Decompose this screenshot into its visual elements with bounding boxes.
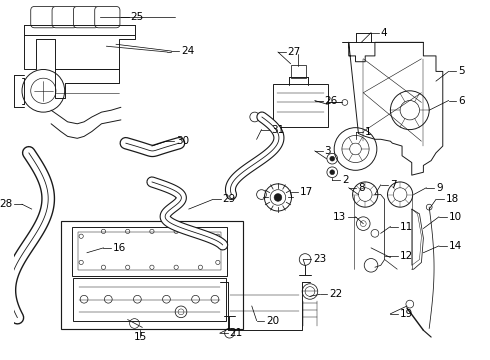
Text: 28: 28: [0, 199, 12, 209]
Text: 23: 23: [313, 255, 326, 265]
FancyBboxPatch shape: [273, 84, 328, 127]
Text: 27: 27: [288, 47, 301, 57]
Text: 15: 15: [134, 332, 147, 342]
FancyBboxPatch shape: [52, 6, 77, 28]
Text: 16: 16: [113, 243, 126, 253]
Text: 9: 9: [436, 183, 442, 193]
Text: 31: 31: [271, 125, 284, 135]
Text: 2: 2: [342, 175, 348, 185]
FancyBboxPatch shape: [73, 226, 226, 276]
Text: 3: 3: [324, 146, 331, 156]
Text: 17: 17: [300, 186, 314, 197]
Circle shape: [330, 156, 335, 161]
FancyBboxPatch shape: [31, 6, 56, 28]
Text: 6: 6: [458, 95, 465, 105]
Text: 18: 18: [446, 194, 459, 204]
Text: 25: 25: [131, 12, 144, 22]
Text: 7: 7: [391, 180, 397, 190]
Text: 10: 10: [448, 212, 462, 222]
Text: 8: 8: [358, 183, 365, 193]
Text: 19: 19: [400, 309, 414, 319]
Text: 14: 14: [448, 241, 462, 251]
Text: 5: 5: [458, 66, 465, 76]
Text: 13: 13: [333, 212, 346, 222]
Text: 20: 20: [267, 316, 279, 325]
Circle shape: [330, 170, 335, 175]
Text: 22: 22: [329, 289, 343, 300]
Text: 1: 1: [365, 126, 372, 136]
FancyBboxPatch shape: [78, 232, 221, 270]
Text: 12: 12: [400, 251, 414, 261]
Text: 26: 26: [324, 95, 338, 105]
Text: 4: 4: [381, 28, 388, 38]
Circle shape: [274, 194, 282, 201]
FancyBboxPatch shape: [291, 65, 306, 78]
Text: 30: 30: [176, 136, 189, 146]
Text: 24: 24: [181, 46, 194, 56]
FancyBboxPatch shape: [95, 6, 120, 28]
Text: 29: 29: [222, 194, 236, 204]
FancyBboxPatch shape: [74, 278, 225, 320]
FancyBboxPatch shape: [74, 6, 98, 28]
Text: 11: 11: [400, 221, 414, 231]
Bar: [61, 221, 243, 329]
Text: 21: 21: [229, 328, 243, 338]
